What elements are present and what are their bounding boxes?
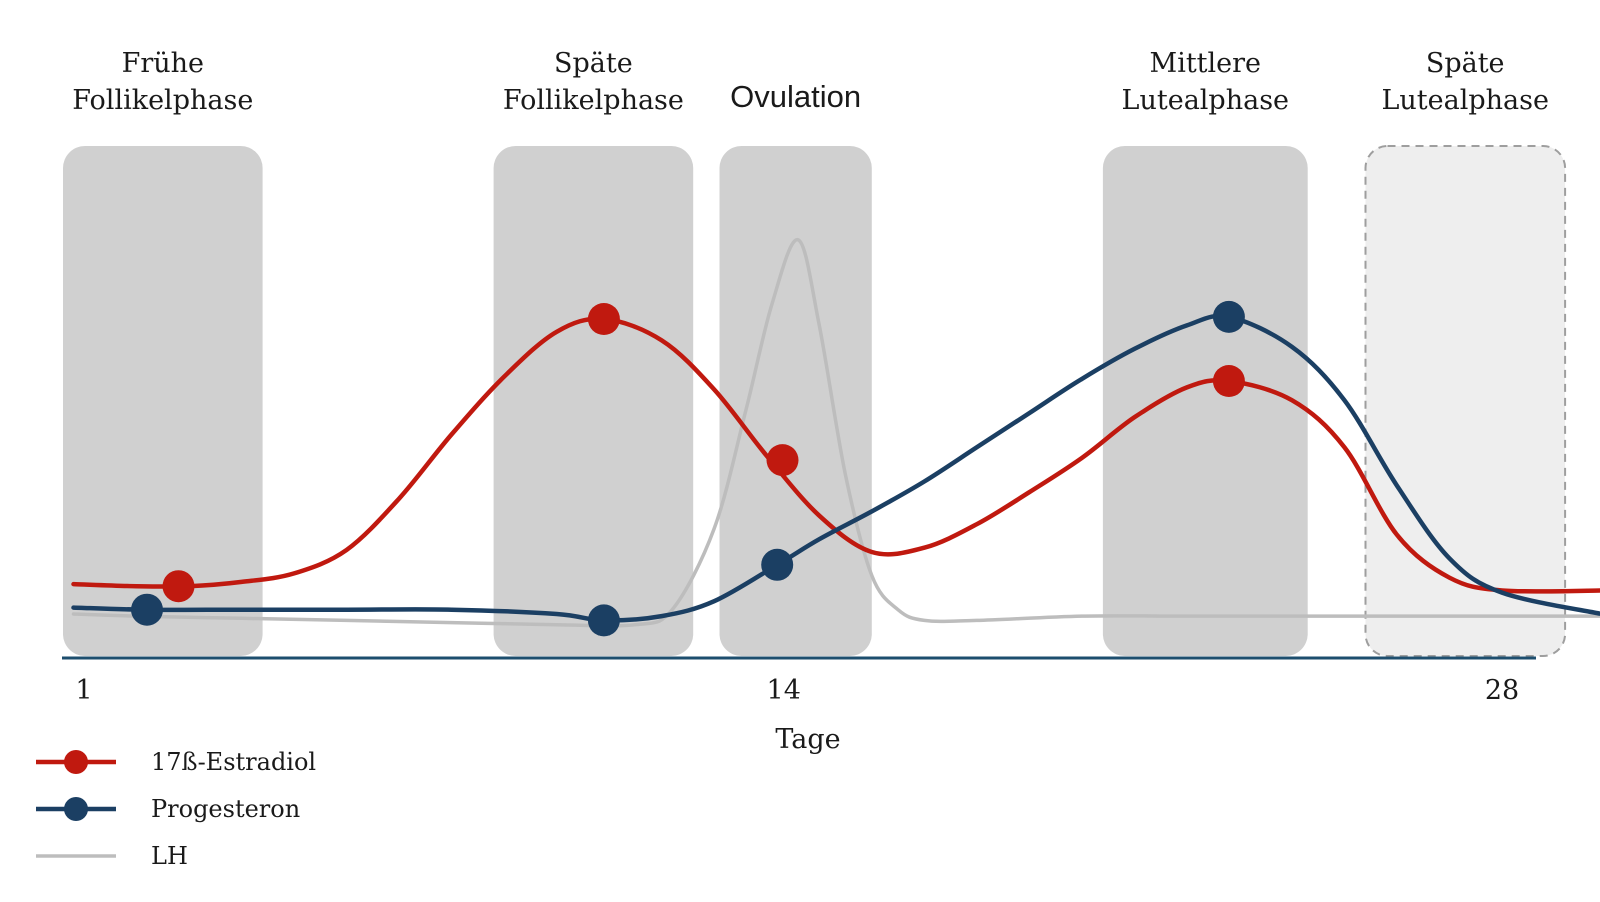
phase-band-sp-te-lutealphase [1364, 145, 1567, 657]
series-markers [131, 300, 1245, 637]
phase-band-sp-te-follikelphase [493, 146, 694, 656]
phase-label-sp-te-follikelphase: Späte Follikelphase [503, 48, 684, 116]
data-point-progesteron-6 [587, 604, 620, 637]
legend-marker-17ss-estradiol [64, 750, 88, 774]
x-axis-label: Tage [775, 724, 840, 755]
legend-item-17ss-estradiol: 17ß-Estradiol [36, 748, 316, 776]
series-line-17ss-estradiol [71, 316, 1600, 594]
phase-band-ovulation [719, 146, 872, 656]
data-point-progesteron-5 [131, 593, 163, 626]
legend: 17ß-Estradiol Progesteron LH [36, 748, 316, 870]
legend-label-lh: LH [151, 842, 188, 870]
phase-label-mittlere-lutealphase: Mittlere Lutealphase [1122, 48, 1289, 116]
phase-label-sp-te-lutealphase: Späte Lutealphase [1381, 48, 1548, 116]
phase-band-mittlere-lutealphase [1102, 146, 1308, 656]
legend-label-progesteron: Progesteron [151, 795, 300, 823]
data-point-17ss-estradiol-2 [587, 303, 620, 335]
series-line-lh [71, 238, 1600, 628]
phase-label-ovulation: Ovulation [730, 79, 861, 114]
data-point-progesteron-7 [761, 548, 794, 581]
data-point-progesteron-8 [1212, 300, 1245, 333]
series-lines [71, 238, 1600, 628]
legend-label-17ss-estradiol: 17ß-Estradiol [151, 748, 316, 776]
phase-bands [63, 145, 1567, 657]
phase-label-fr-he-follikelphase: Frühe Follikelphase [72, 48, 253, 116]
phase-labels: Frühe Follikelphase Späte Follikelphase Ovul… [72, 48, 1549, 116]
phase-band-fr-he-follikelphase [63, 146, 263, 656]
x-tick-label-28: 28 [1485, 675, 1519, 706]
data-point-17ss-estradiol-3 [766, 444, 799, 477]
legend-item-progesteron: Progesteron [36, 795, 300, 823]
x-tick-label-1: 1 [75, 675, 92, 706]
series-line-progesteron [71, 313, 1600, 623]
legend-marker-progesteron [64, 797, 88, 821]
x-tick-label-14: 14 [767, 675, 801, 706]
x-tick-labels: 1 14 28 [75, 675, 1519, 706]
legend-item-lh: LH [36, 842, 188, 870]
data-point-17ss-estradiol-4 [1212, 365, 1245, 397]
data-point-17ss-estradiol-1 [162, 570, 195, 603]
